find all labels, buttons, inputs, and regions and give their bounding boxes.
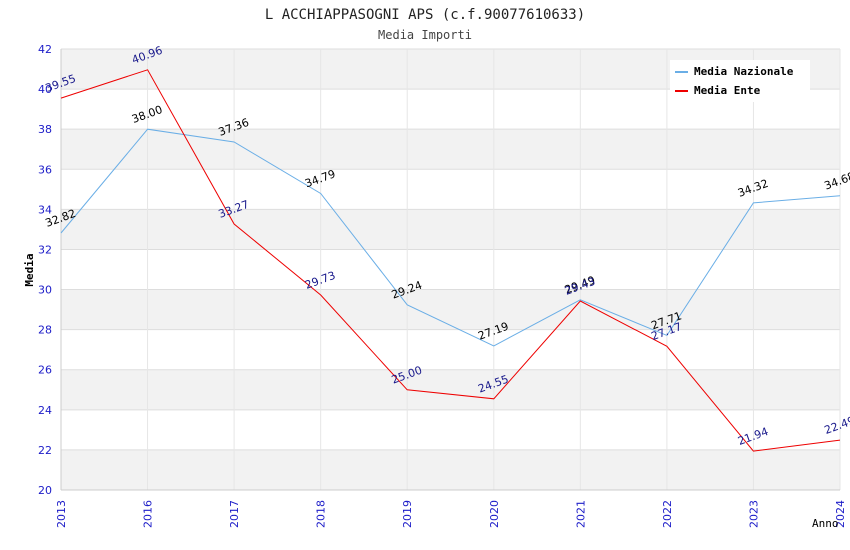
chart-title: L ACCHIAPPASOGNI APS (c.f.90077610633) [265, 7, 585, 23]
x-tick-label: 2020 [488, 500, 501, 528]
y-tick-label: 38 [38, 123, 52, 136]
series-line-0 [60, 128, 841, 347]
y-tick-label: 28 [38, 324, 52, 337]
legend-box [670, 60, 810, 102]
data-label: 34.68 [823, 170, 850, 193]
grid-bands [61, 49, 840, 490]
y-tick-labels: 20 22 24 26 28 30 32 34 36 38 40 42 [38, 43, 52, 497]
x-tick-label: 2021 [574, 500, 587, 528]
y-tick-label: 20 [38, 484, 52, 497]
y-tick-label: 32 [38, 243, 52, 256]
grid-band [61, 129, 840, 170]
y-tick-label: 36 [38, 163, 52, 176]
x-tick-label: 2023 [747, 500, 760, 528]
y-tick-label: 26 [38, 364, 52, 377]
grid-band [61, 369, 840, 410]
x-tick-label: 2016 [142, 500, 155, 528]
x-tick-labels: 2013 2016 2017 2018 2019 2020 2021 2022 2023 2024 [55, 500, 847, 528]
x-tick-label: 2013 [55, 500, 68, 528]
legend-label: Media Nazionale [694, 65, 794, 78]
chart-subtitle: Media Importi [378, 28, 472, 42]
legend-label: Media Ente [694, 84, 761, 97]
y-tick-label: 30 [38, 284, 52, 297]
y-axis-label: Media [23, 253, 36, 286]
series-lines [60, 69, 841, 452]
y-tick-label: 40 [38, 83, 52, 96]
y-tick-label: 22 [38, 444, 52, 457]
axes [60, 49, 840, 491]
series-line-1 [60, 69, 841, 452]
x-tick-label: 2018 [315, 500, 328, 528]
legend: Media Nazionale Media Ente [670, 60, 810, 102]
x-tick-label: 2022 [661, 500, 674, 528]
x-tick-label: 2019 [401, 500, 414, 528]
grid-band [61, 289, 840, 330]
x-tick-label: 2024 [834, 500, 847, 528]
grid-band [61, 449, 840, 490]
x-tick-label: 2017 [228, 500, 241, 528]
y-tick-label: 42 [38, 43, 52, 56]
grid-lines [60, 48, 841, 491]
data-label: 22.49 [823, 414, 850, 437]
y-tick-label: 34 [38, 203, 52, 216]
x-axis-label: Anno [812, 517, 839, 530]
y-tick-label: 24 [38, 404, 52, 417]
grid-band [61, 209, 840, 250]
